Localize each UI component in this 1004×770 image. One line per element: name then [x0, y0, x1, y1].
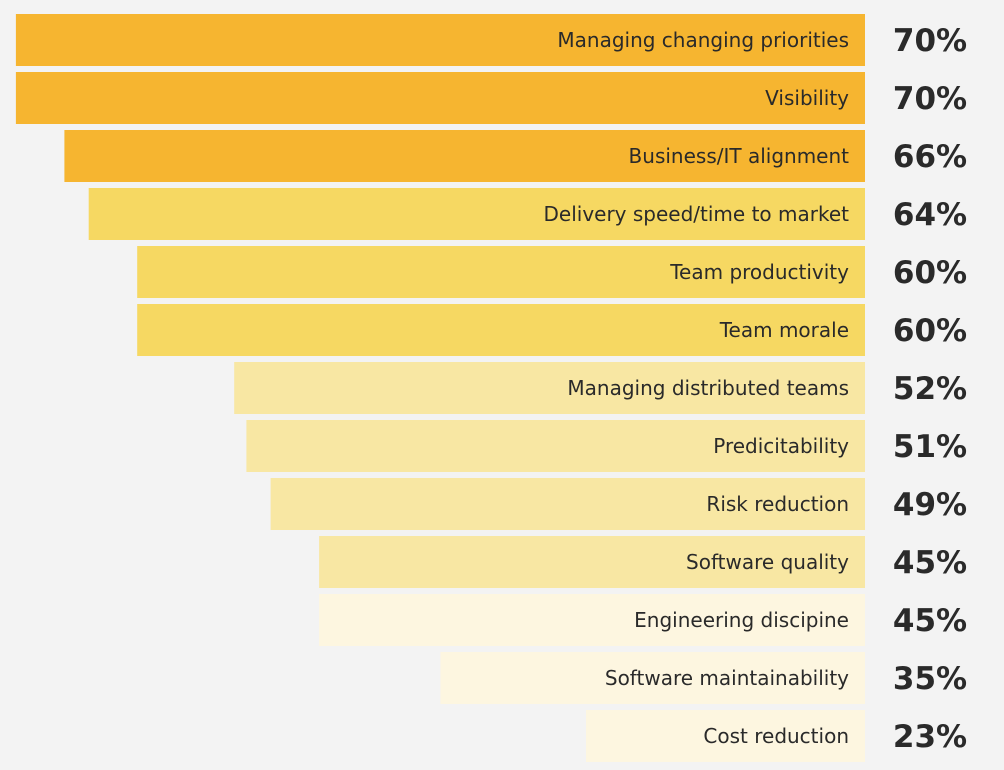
bar-category-label: Software maintainability: [605, 666, 849, 690]
bar-value-label: 45%: [893, 603, 967, 639]
bar-value-label: 64%: [893, 197, 967, 233]
bar: [64, 130, 865, 182]
bar-category-label: Delivery speed/time to market: [544, 202, 850, 226]
bar-category-label: Team morale: [719, 318, 849, 342]
bar-category-label: Business/IT alignment: [629, 144, 850, 168]
bar-value-label: 60%: [893, 313, 967, 349]
bar: [88, 188, 865, 240]
bar: [246, 420, 865, 472]
bar-value-label: 51%: [893, 429, 967, 465]
bar-value-label: 60%: [893, 255, 967, 291]
bar: [137, 246, 865, 298]
bar-value-label: 66%: [893, 139, 967, 175]
bar-category-label: Predicitability: [713, 434, 849, 458]
bar: [234, 362, 865, 414]
bar-category-label: Managing changing priorities: [557, 28, 849, 52]
bar-category-label: Cost reduction: [703, 724, 849, 748]
bar-category-label: Engineering discipine: [634, 608, 849, 632]
bar: [15, 72, 865, 124]
bar-value-label: 52%: [893, 371, 967, 407]
bar-category-label: Risk reduction: [706, 492, 849, 516]
bar-value-label: 70%: [893, 81, 967, 117]
bar-value-label: 45%: [893, 545, 967, 581]
bar: [319, 594, 866, 646]
bar-value-label: 23%: [893, 719, 967, 755]
bar: [586, 710, 865, 762]
bar: [270, 478, 866, 530]
bar-value-label: 70%: [893, 23, 967, 59]
bar-value-label: 35%: [893, 661, 967, 697]
bar: [440, 652, 865, 704]
bar-category-label: Team productivity: [669, 260, 849, 284]
bar: [15, 14, 865, 66]
bar-category-label: Visibility: [765, 86, 849, 110]
bar: [137, 304, 865, 356]
bar-value-label: 49%: [893, 487, 967, 523]
bar-category-label: Managing distributed teams: [567, 376, 849, 400]
bar: [319, 536, 866, 588]
bar-category-label: Software quality: [686, 550, 849, 574]
